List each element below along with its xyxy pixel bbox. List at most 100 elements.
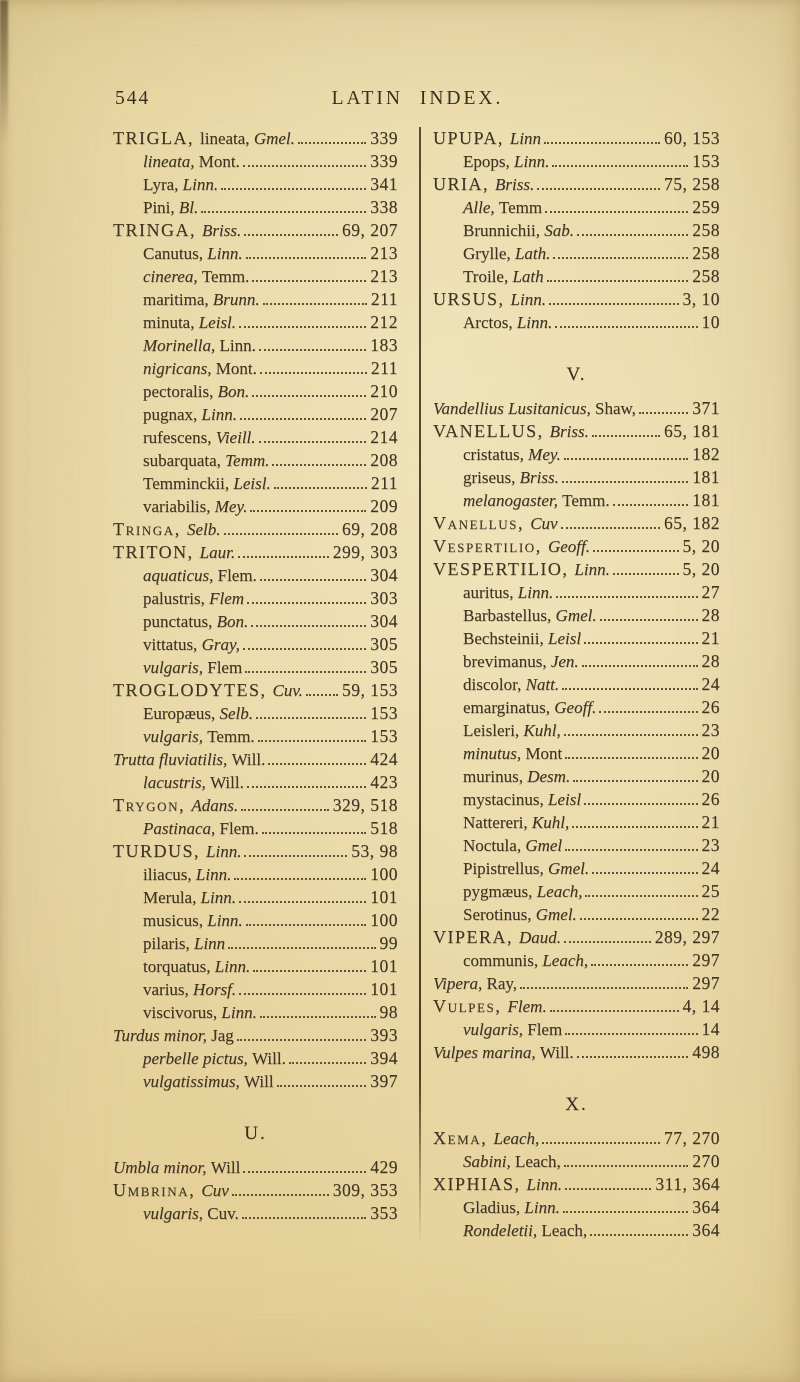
page-ref: 214	[370, 427, 398, 447]
entry-name: Trutta fluviatilis, Will.	[113, 750, 266, 769]
page-ref: 25	[701, 881, 720, 901]
page-ref: 153	[370, 726, 398, 746]
leader-dots	[555, 326, 698, 328]
leader-dots	[563, 734, 698, 736]
index-column-right: UPUPA, Linn 60, 153 Epops, Linn. 153 URIA, B…	[433, 127, 720, 1242]
leader-dots	[252, 280, 367, 282]
leader-dots	[638, 412, 689, 414]
entry-name: griseus, Briss.	[463, 468, 559, 487]
leader-dots	[247, 602, 367, 604]
entry-name: Vipera, Ray,	[433, 974, 518, 993]
index-entry: pugnax, Linn. 207	[113, 403, 398, 426]
page-ref: 371	[692, 398, 720, 418]
entry-name: pectoralis, Bon.	[143, 382, 250, 401]
page-ref: 77, 270	[664, 1128, 720, 1148]
entry-name: Vanellus, Cuv	[433, 513, 558, 533]
leader-dots	[564, 1188, 652, 1190]
page-ref: 259	[692, 197, 720, 217]
page-ref: 26	[701, 697, 720, 717]
index-entry: TRINGA, Briss. 69, 207	[113, 219, 398, 242]
index-entry: Temminckii, Leisl. 211	[113, 472, 398, 495]
page-ref: 5, 20	[682, 536, 720, 556]
entry-name: Vespertilio, Geoff.	[433, 536, 590, 556]
entry-name: vulgaris, Cuv.	[143, 1204, 239, 1223]
leader-dots	[591, 435, 660, 437]
leader-dots	[251, 625, 367, 627]
entry-name: Sabini, Leach,	[463, 1152, 561, 1171]
index-entry: cristatus, Mey. 182	[433, 443, 720, 466]
page-ref: 182	[692, 444, 720, 464]
index-entry: vulgatissimus, Will 397	[113, 1070, 398, 1093]
index-entry: pilaris, Linn 99	[113, 932, 398, 955]
page-ref: 353	[370, 1203, 398, 1223]
page-ref: 297	[692, 950, 720, 970]
leader-dots	[239, 326, 367, 328]
entry-name: palustris, Flem	[143, 589, 245, 608]
page-ref: 53, 98	[351, 841, 398, 861]
leader-dots	[576, 234, 689, 236]
entry-name: musicus, Linn.	[143, 911, 243, 930]
leader-dots	[234, 878, 367, 880]
leader-dots	[572, 826, 698, 828]
entry-name: Turdus minor, Jag	[113, 1026, 234, 1045]
page-ref: 329, 518	[332, 795, 398, 815]
page-ref: 101	[370, 887, 398, 907]
entry-name: murinus, Desm.	[463, 767, 571, 786]
page-ref: 23	[701, 835, 720, 855]
leader-dots	[612, 504, 689, 506]
leader-dots	[545, 211, 689, 213]
index-entry: vulgaris, Flem 305	[113, 656, 398, 679]
entry-name: UPUPA, Linn	[433, 128, 542, 148]
index-entry: VESPERTILIO, Linn. 5, 20	[433, 558, 720, 581]
entry-name: lineata, Mont.	[143, 152, 240, 171]
page-ref: 299, 303	[332, 542, 398, 562]
index-entry: VANELLUS, Briss. 65, 181	[433, 420, 720, 443]
entry-name: Canutus, Linn.	[143, 244, 243, 263]
index-entry: palustris, Flem 303	[113, 587, 398, 610]
page-ref: 65, 181	[664, 421, 720, 441]
entry-name: pilaris, Linn	[143, 934, 226, 953]
page-ref: 5, 20	[682, 559, 720, 579]
index-entry: TROGLODYTES, Cuv. 59, 153	[113, 679, 398, 702]
entry-name: Serotinus, Gmel.	[463, 905, 577, 924]
index-entry: Pipistrellus, Gmel. 24	[433, 857, 720, 880]
entry-name: TROGLODYTES, Cuv.	[113, 680, 303, 700]
page-ref: 211	[370, 473, 398, 493]
page-ref: 24	[701, 858, 720, 878]
index-entry: Alle, Temm 259	[433, 196, 720, 219]
leader-dots	[560, 527, 660, 529]
page-ref: 311, 364	[655, 1174, 720, 1194]
leader-dots	[548, 303, 679, 305]
entry-name: Epops, Linn.	[463, 152, 550, 171]
leader-dots	[245, 671, 367, 673]
index-entry: Europæus, Selb. 153	[113, 702, 398, 725]
page-ref: 69, 207	[342, 220, 398, 240]
index-entry: rufescens, Vieill. 214	[113, 426, 398, 449]
entry-name: subarquata, Temm.	[143, 451, 270, 470]
index-entry: mystacinus, Leisl 26	[433, 788, 720, 811]
entry-name: vulgaris, Temm.	[143, 727, 255, 746]
index-entry: UPUPA, Linn 60, 153	[433, 127, 720, 150]
leader-dots	[244, 234, 338, 236]
index-entry: lacustris, Will. 423	[113, 771, 398, 794]
index-entry: Vulpes, Flem. 4, 14	[433, 995, 720, 1018]
entry-name: Pastinaca, Flem.	[143, 819, 259, 838]
index-entry: discolor, Natt. 24	[433, 673, 720, 696]
leader-dots	[584, 642, 698, 644]
entry-name: URIA, Briss.	[433, 174, 535, 194]
page-ref: 3, 10	[682, 289, 720, 309]
leader-dots	[585, 895, 698, 897]
index-entry: maritima, Brunn. 211	[113, 288, 398, 311]
entry-name: Umbrina, Cuv	[113, 1180, 229, 1200]
page-ref: 99	[379, 933, 398, 953]
leader-dots	[565, 1033, 698, 1035]
entry-name: discolor, Natt.	[463, 675, 560, 694]
leader-dots	[553, 257, 689, 259]
page-ref: 59, 153	[342, 680, 398, 700]
entry-name: vulgatissimus, Will	[143, 1072, 274, 1091]
page-ref: 304	[370, 611, 398, 631]
page-ref: 424	[370, 749, 398, 769]
leader-dots	[221, 188, 367, 190]
index-entry: torquatus, Linn. 101	[113, 955, 398, 978]
entry-name: nigricans, Mont.	[143, 359, 257, 378]
